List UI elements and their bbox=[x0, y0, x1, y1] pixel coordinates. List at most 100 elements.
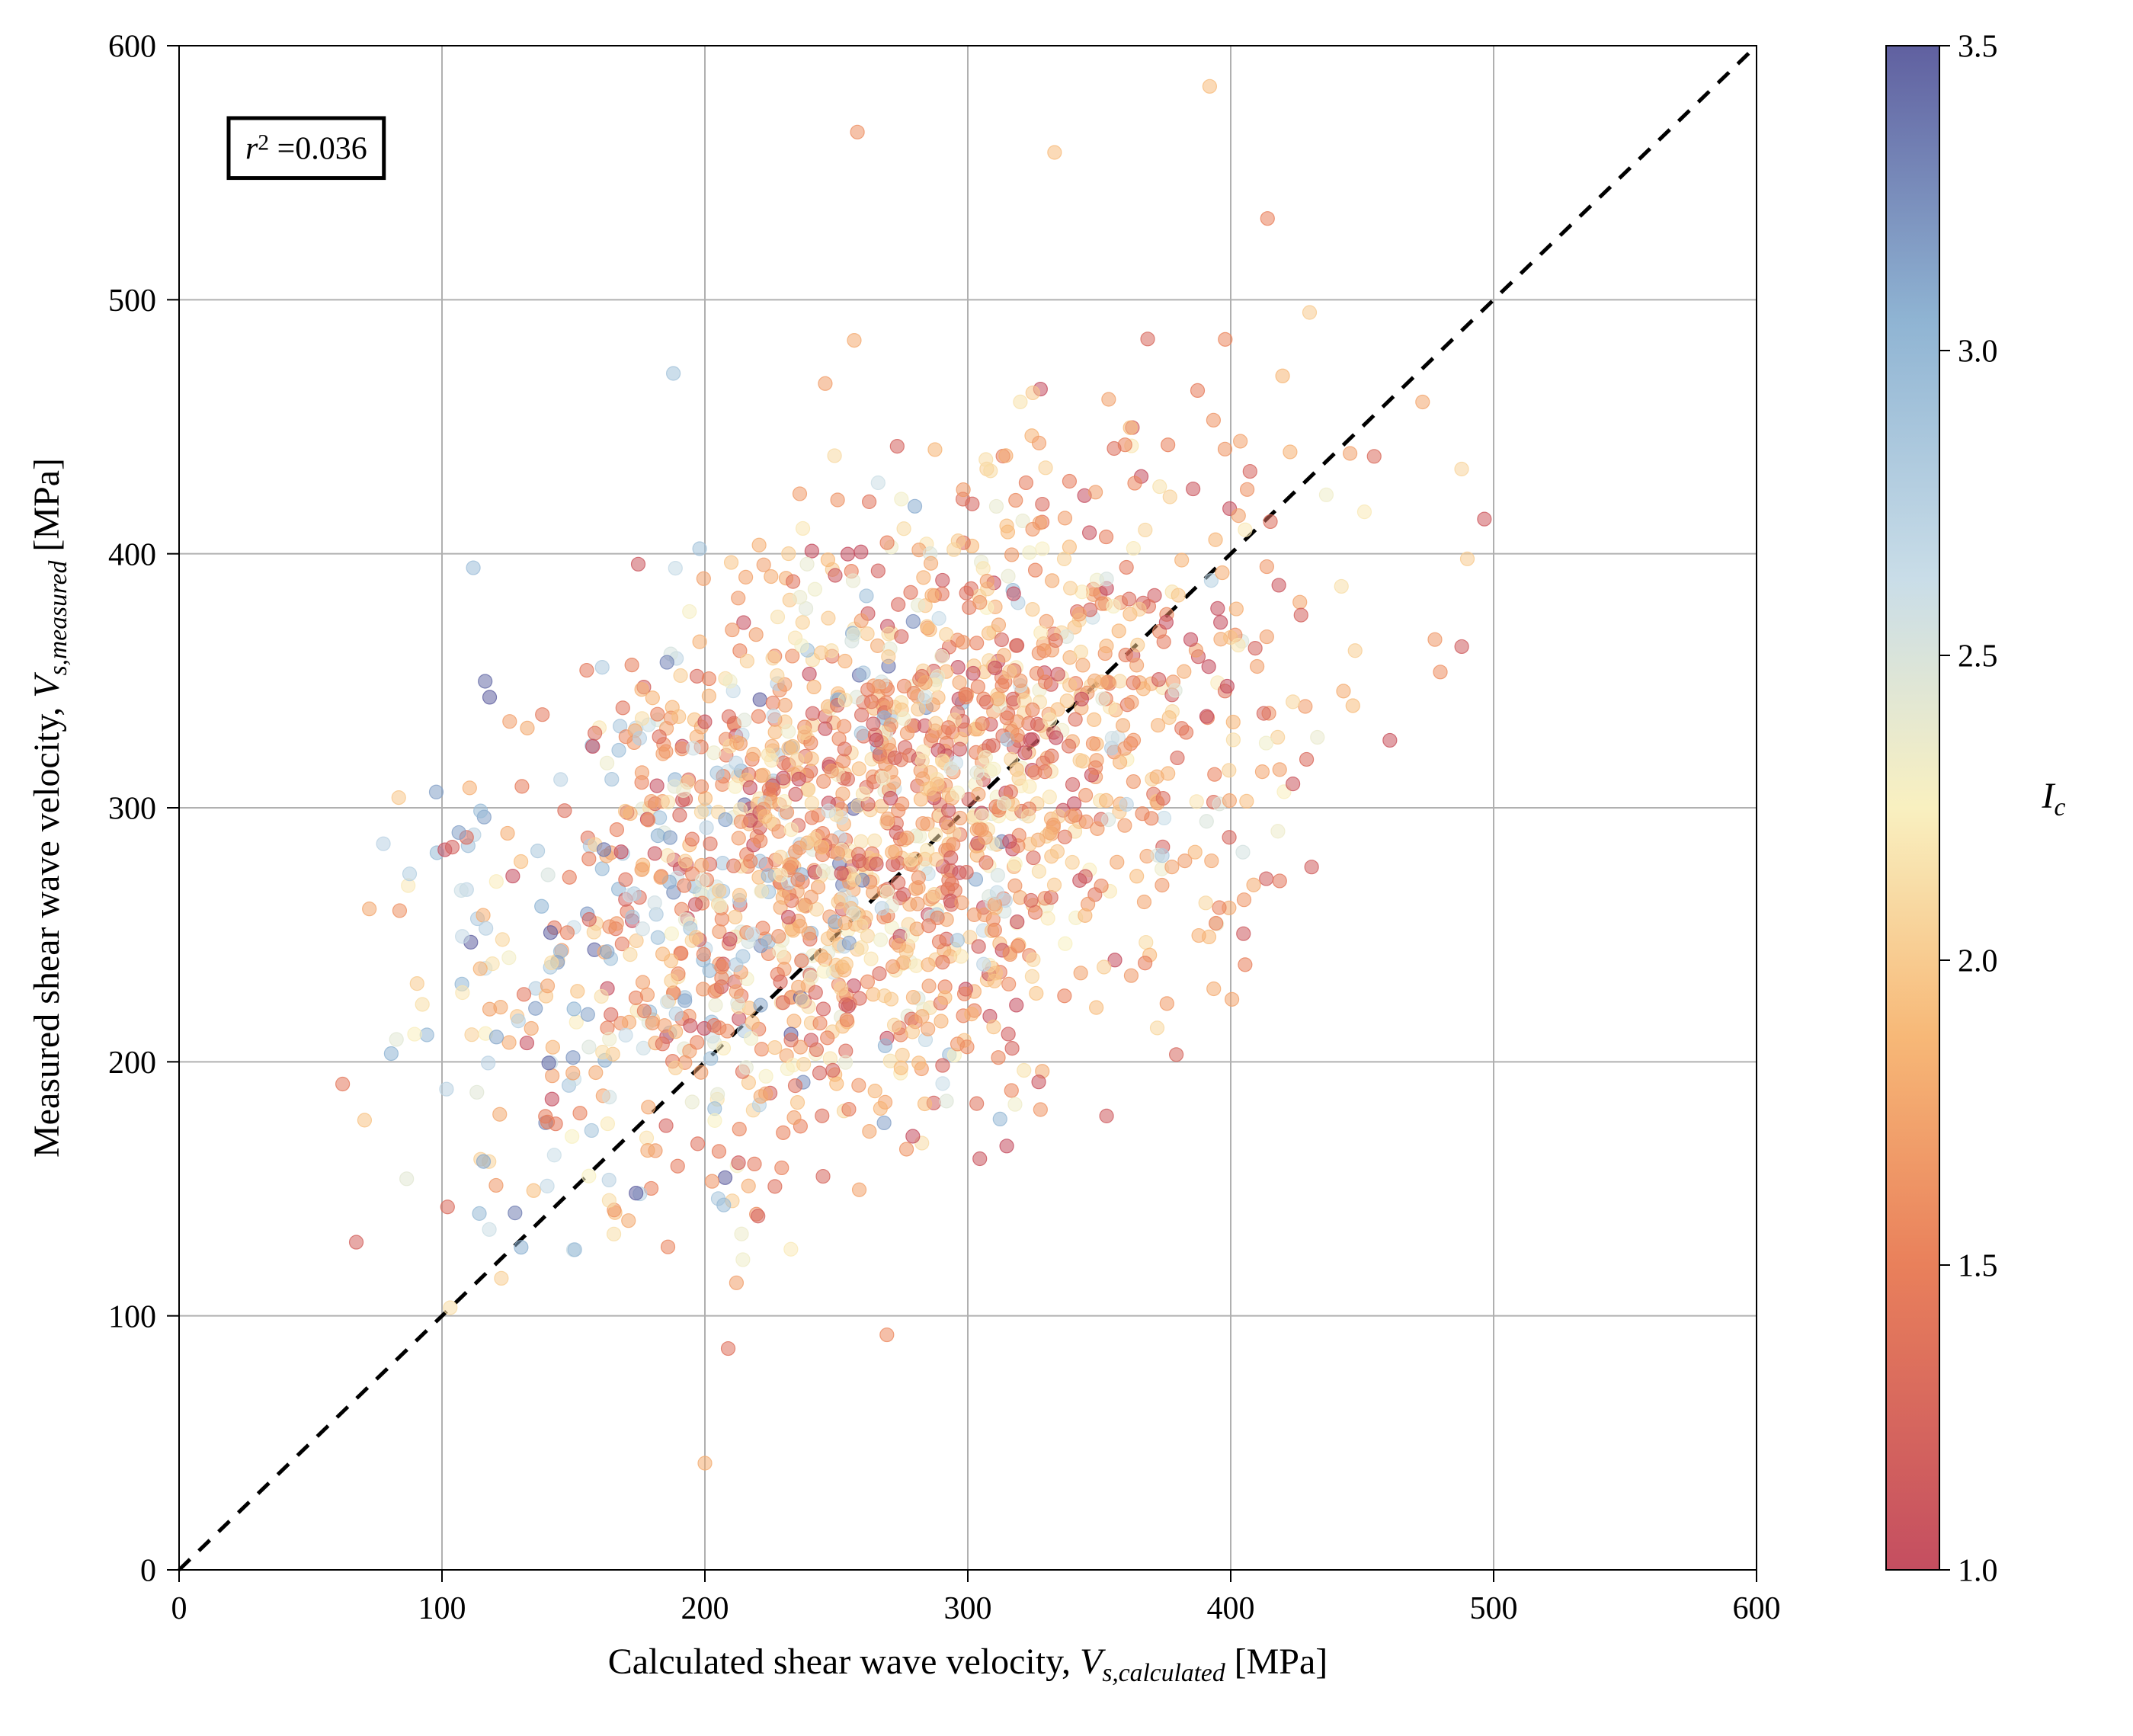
data-point bbox=[805, 752, 818, 766]
data-point bbox=[942, 721, 956, 735]
data-point bbox=[659, 1119, 673, 1132]
data-point bbox=[777, 1126, 790, 1139]
data-point bbox=[546, 1040, 559, 1054]
data-point bbox=[483, 1002, 497, 1016]
data-point bbox=[976, 562, 990, 575]
data-point bbox=[1263, 514, 1277, 528]
x-tick-label: 200 bbox=[681, 1591, 729, 1626]
data-point bbox=[788, 1079, 802, 1093]
data-point bbox=[1300, 752, 1314, 766]
data-point bbox=[1049, 731, 1063, 745]
data-point bbox=[607, 1227, 621, 1241]
data-point bbox=[619, 873, 633, 886]
data-point bbox=[847, 979, 860, 992]
data-point bbox=[815, 949, 828, 962]
data-point bbox=[940, 628, 953, 642]
data-point bbox=[1257, 706, 1270, 720]
data-point bbox=[732, 1156, 745, 1170]
data-point bbox=[1175, 553, 1189, 567]
data-point bbox=[635, 683, 649, 697]
data-point bbox=[1043, 826, 1057, 840]
data-point bbox=[632, 557, 645, 571]
data-point bbox=[878, 1039, 892, 1052]
data-point bbox=[482, 1222, 496, 1236]
data-point bbox=[871, 476, 885, 489]
data-point bbox=[1100, 1109, 1113, 1123]
data-point bbox=[796, 521, 810, 535]
data-point bbox=[924, 556, 938, 570]
data-point bbox=[687, 741, 700, 755]
data-point bbox=[950, 786, 964, 799]
data-point bbox=[934, 1014, 948, 1028]
data-point bbox=[571, 985, 584, 998]
data-point bbox=[1058, 830, 1071, 844]
data-point bbox=[936, 1059, 950, 1072]
data-point bbox=[884, 791, 898, 805]
data-point bbox=[1170, 1048, 1183, 1062]
data-point bbox=[665, 954, 678, 968]
data-point bbox=[514, 1241, 528, 1254]
data-point bbox=[529, 1001, 543, 1015]
data-point bbox=[955, 896, 969, 910]
data-point bbox=[711, 1087, 725, 1101]
data-point bbox=[959, 866, 973, 879]
data-point bbox=[542, 1056, 556, 1070]
data-point bbox=[619, 1028, 633, 1042]
data-point bbox=[741, 1179, 755, 1193]
data-point bbox=[1137, 895, 1151, 909]
data-point bbox=[900, 1142, 914, 1156]
data-point bbox=[1416, 395, 1430, 408]
data-point bbox=[857, 666, 870, 680]
data-point bbox=[713, 898, 727, 912]
data-point bbox=[636, 712, 649, 725]
data-point bbox=[727, 859, 741, 873]
data-point bbox=[1058, 937, 1072, 950]
data-point bbox=[874, 933, 888, 946]
data-point bbox=[1126, 775, 1140, 789]
data-point bbox=[918, 676, 932, 690]
data-point bbox=[642, 1100, 655, 1114]
data-point bbox=[400, 1172, 414, 1186]
data-point bbox=[1334, 579, 1348, 593]
data-point bbox=[886, 845, 899, 859]
data-point bbox=[991, 692, 1004, 706]
data-point bbox=[690, 669, 704, 683]
data-point bbox=[703, 837, 717, 850]
data-point bbox=[1076, 658, 1090, 672]
data-point bbox=[376, 837, 390, 850]
data-point bbox=[911, 703, 925, 716]
data-point bbox=[864, 952, 878, 966]
data-point bbox=[911, 897, 924, 911]
data-point bbox=[661, 796, 675, 809]
data-point bbox=[1078, 908, 1092, 922]
data-point bbox=[601, 945, 614, 959]
data-point bbox=[700, 821, 713, 834]
data-point bbox=[942, 803, 956, 817]
data-point bbox=[895, 629, 908, 643]
data-point bbox=[845, 634, 859, 648]
data-point bbox=[970, 636, 984, 650]
data-point bbox=[1051, 668, 1065, 681]
data-point bbox=[817, 965, 831, 979]
data-point bbox=[1026, 522, 1039, 536]
data-point bbox=[543, 926, 557, 940]
data-point bbox=[410, 977, 424, 991]
data-point bbox=[1026, 851, 1040, 865]
data-point bbox=[655, 1037, 669, 1051]
data-point bbox=[793, 919, 807, 933]
data-point bbox=[719, 813, 732, 827]
data-point bbox=[610, 823, 623, 837]
data-point bbox=[642, 813, 655, 827]
data-point bbox=[994, 633, 1008, 646]
data-point bbox=[1231, 509, 1245, 523]
data-point bbox=[1003, 665, 1017, 678]
data-point bbox=[1229, 602, 1243, 616]
data-point bbox=[1000, 1139, 1014, 1153]
data-point bbox=[821, 932, 834, 946]
data-point bbox=[1241, 482, 1254, 496]
data-point bbox=[876, 771, 890, 785]
data-point bbox=[828, 569, 842, 582]
data-point bbox=[1219, 442, 1232, 456]
data-point bbox=[1478, 512, 1491, 526]
data-point bbox=[1293, 595, 1307, 609]
